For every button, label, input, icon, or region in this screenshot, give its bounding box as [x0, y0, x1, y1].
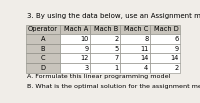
Text: 12: 12 — [80, 55, 88, 61]
Text: 7: 7 — [114, 55, 118, 61]
Bar — [150, 63, 180, 73]
Bar — [150, 53, 180, 63]
Text: 9: 9 — [174, 46, 178, 52]
Bar — [120, 63, 150, 73]
Text: 2: 2 — [114, 36, 118, 42]
Bar — [26, 34, 60, 44]
Text: A: A — [40, 36, 45, 42]
Text: 3: 3 — [84, 65, 88, 71]
Bar — [90, 25, 120, 34]
Text: C: C — [40, 55, 45, 61]
Bar — [150, 44, 180, 53]
Text: 2: 2 — [174, 65, 178, 71]
Bar — [90, 34, 120, 44]
Bar — [120, 25, 150, 34]
Bar — [120, 44, 150, 53]
Bar — [60, 44, 90, 53]
Text: 14: 14 — [140, 55, 148, 61]
Text: 6: 6 — [174, 36, 178, 42]
Text: B. What is the optimal solution for the assignment method: B. What is the optimal solution for the … — [27, 84, 200, 89]
Text: 11: 11 — [140, 46, 148, 52]
Text: 4: 4 — [144, 65, 148, 71]
Bar — [90, 53, 120, 63]
Text: B: B — [40, 46, 45, 52]
Text: D: D — [40, 65, 45, 71]
Bar — [150, 34, 180, 44]
Bar — [26, 63, 60, 73]
Text: 8: 8 — [144, 36, 148, 42]
Text: Mach C: Mach C — [124, 26, 148, 32]
Bar — [120, 34, 150, 44]
Text: 5: 5 — [114, 46, 118, 52]
Text: 1: 1 — [114, 65, 118, 71]
Bar — [26, 44, 60, 53]
Bar — [60, 53, 90, 63]
Bar — [26, 53, 60, 63]
Text: Operator: Operator — [28, 26, 58, 32]
Bar — [60, 25, 90, 34]
Bar — [90, 44, 120, 53]
Text: Mach D: Mach D — [154, 26, 178, 32]
Bar — [90, 63, 120, 73]
Bar — [26, 25, 60, 34]
Text: 10: 10 — [80, 36, 88, 42]
Bar — [150, 25, 180, 34]
Text: 9: 9 — [84, 46, 88, 52]
Bar — [60, 34, 90, 44]
Text: Mach B: Mach B — [94, 26, 118, 32]
Text: A. Formulate this linear programming model: A. Formulate this linear programming mod… — [27, 74, 170, 79]
Bar — [120, 53, 150, 63]
Bar — [60, 63, 90, 73]
Text: 14: 14 — [170, 55, 178, 61]
Text: 3. By using the data below, use an Assignment method to :: 3. By using the data below, use an Assig… — [27, 13, 200, 19]
Text: Mach A: Mach A — [64, 26, 88, 32]
